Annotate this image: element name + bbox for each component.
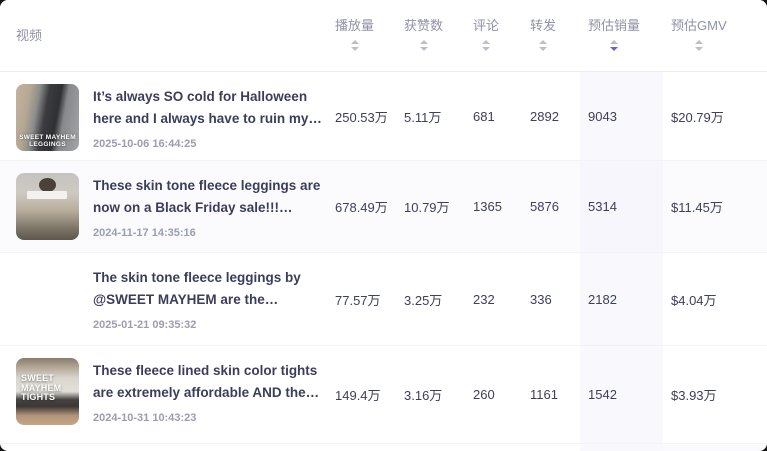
likes-value: 3.16万 <box>404 388 443 403</box>
plays-value: 149.4万 <box>335 388 381 403</box>
video-date: 2025-01-21 09:35:32 <box>93 319 197 331</box>
estimated-gmv-value: $11.45万 <box>671 200 723 215</box>
plays-value: 678.49万 <box>335 200 388 215</box>
column-label-comments: 评论 <box>473 18 500 33</box>
video-title[interactable]: It’s always SO cold for Halloween here a… <box>93 89 322 126</box>
video-thumbnail[interactable] <box>16 173 79 240</box>
video-date: 2025-10-06 16:44:25 <box>93 138 197 150</box>
video-title[interactable]: These fleece lined skin color tights are… <box>93 363 320 400</box>
table-row-partial <box>0 443 767 451</box>
video-thumbnail[interactable]: SWEET MAYHEM TIGHTS <box>16 358 79 425</box>
plays-value: 77.57万 <box>335 292 381 308</box>
shares-value: 336 <box>530 291 552 307</box>
sort-carets-icon <box>350 40 359 51</box>
table-row[interactable]: SWEET MAYHEM LEGGINGS It’s always SO col… <box>0 72 767 160</box>
column-header-video: 视频 <box>0 0 335 71</box>
column-label-video: 视频 <box>16 28 43 43</box>
estimated-gmv-value: $3.93万 <box>671 388 717 403</box>
video-date: 2024-10-31 10:43:23 <box>93 412 197 424</box>
sort-carets-icon <box>539 40 547 51</box>
table-row[interactable]: SWEET MAYHEM TIGHTS These fleece lined s… <box>0 345 767 443</box>
column-label-estimated-sales: 预估销量 <box>588 18 641 33</box>
video-title[interactable]: These skin tone fleece leggings are now … <box>93 178 321 215</box>
sort-carets-icon <box>482 40 490 51</box>
table-row[interactable]: These skin tone fleece leggings are now … <box>0 160 767 252</box>
column-label-plays: 播放量 <box>335 18 375 33</box>
sort-carets-icon <box>694 40 703 51</box>
estimated-sales-value: 1542 <box>580 346 663 443</box>
table-row[interactable]: The skin tone fleece leggings by @SWEET … <box>0 252 767 345</box>
column-header-likes[interactable]: 获赞数 <box>404 0 473 71</box>
plays-value: 250.53万 <box>335 109 388 125</box>
comments-value: 681 <box>473 108 495 124</box>
likes-value: 3.25万 <box>404 292 443 308</box>
estimated-gmv-value: $4.04万 <box>671 292 717 308</box>
comments-value: 260 <box>473 387 495 402</box>
sort-carets-icon <box>419 40 428 51</box>
estimated-sales-value: 5314 <box>580 161 663 252</box>
column-label-shares: 转发 <box>530 18 557 33</box>
comments-value: 232 <box>473 291 495 307</box>
sort-carets-icon-active-desc <box>610 40 618 51</box>
column-label-likes: 获赞数 <box>404 18 444 33</box>
video-title[interactable]: The skin tone fleece leggings by @SWEET … <box>93 270 301 307</box>
video-thumbnail[interactable]: SWEET MAYHEM LEGGINGS <box>16 84 79 151</box>
estimated-sales-value: 2182 <box>580 253 663 345</box>
column-header-plays[interactable]: 播放量 <box>335 0 404 71</box>
shares-value: 2892 <box>530 108 559 124</box>
comments-value: 1365 <box>473 199 502 214</box>
table-header: 视频 播放量 获赞数 评论 转发 <box>0 0 767 72</box>
video-thumbnail-placeholder <box>16 265 79 332</box>
shares-value: 1161 <box>530 387 558 402</box>
column-header-estimated-gmv[interactable]: 预估GMV <box>663 0 767 71</box>
thumbnail-caption: SWEET MAYHEM TIGHTS <box>21 373 62 403</box>
video-date: 2024-11-17 14:35:16 <box>93 227 196 239</box>
likes-value: 10.79万 <box>404 200 450 215</box>
thumbnail-caption: SWEET MAYHEM LEGGINGS <box>19 134 76 148</box>
estimated-gmv-value: $20.79万 <box>671 109 724 125</box>
column-header-comments[interactable]: 评论 <box>473 0 530 71</box>
shares-value: 5876 <box>530 199 559 214</box>
likes-value: 5.11万 <box>404 109 442 125</box>
column-header-shares[interactable]: 转发 <box>530 0 580 71</box>
estimated-sales-value: 9043 <box>580 72 663 160</box>
column-header-estimated-sales[interactable]: 预估销量 <box>580 0 663 71</box>
column-label-estimated-gmv: 预估GMV <box>671 18 727 33</box>
